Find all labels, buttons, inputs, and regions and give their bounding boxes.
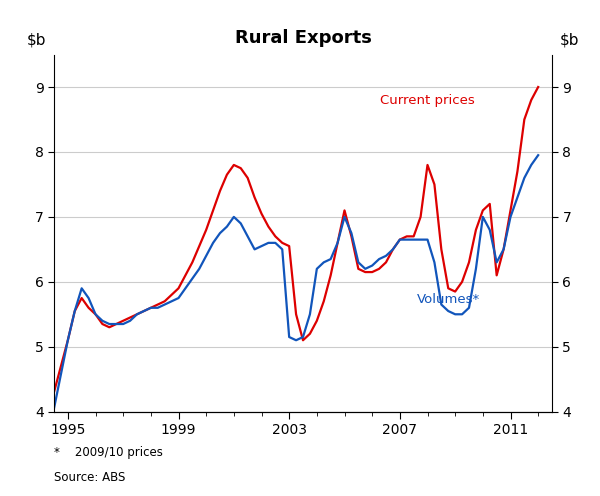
Text: $b: $b [26, 32, 46, 48]
Text: $b: $b [560, 32, 580, 48]
Text: Volumes*: Volumes* [416, 294, 479, 307]
Text: Current prices: Current prices [380, 94, 475, 107]
Text: Source: ABS: Source: ABS [54, 471, 125, 484]
Title: Rural Exports: Rural Exports [235, 29, 371, 48]
Text: *    2009/10 prices: * 2009/10 prices [54, 446, 163, 459]
